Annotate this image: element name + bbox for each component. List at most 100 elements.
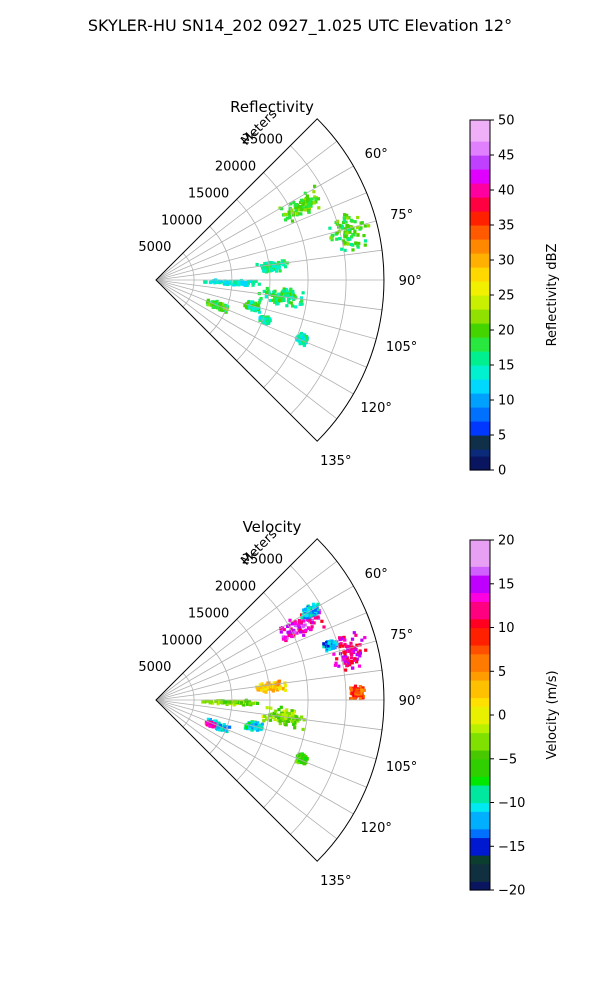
echo-gate	[354, 647, 358, 652]
figure-suptitle: SKYLER-HU SN14_202 0927_1.025 UTC Elevat…	[87, 16, 513, 35]
echo-gate	[349, 648, 353, 652]
reflectivity-panel: Reflectivity500010000150002000025000Mete…	[138, 98, 421, 469]
colorbar-swatch	[470, 218, 490, 226]
echo-gate	[338, 237, 342, 241]
echo-gate	[273, 296, 277, 300]
echo-gate	[367, 224, 371, 228]
echo-gate	[312, 201, 316, 205]
echo-gate	[242, 283, 246, 287]
echo-gate	[293, 726, 297, 730]
echo-gate	[310, 625, 314, 629]
echo-gate	[278, 298, 282, 303]
echo-cell	[257, 286, 305, 309]
echo-gate	[246, 281, 250, 285]
echo-gate	[345, 231, 349, 235]
echo-gate	[304, 335, 309, 339]
radial-tick-label: 15000	[188, 186, 229, 201]
echo-gate	[355, 657, 359, 661]
echo-gate	[263, 714, 267, 718]
echo-gate	[281, 686, 285, 690]
echo-gate	[270, 715, 274, 720]
angular-tick-label: 135°	[320, 454, 351, 469]
colorbar-swatch	[470, 548, 490, 559]
colorbar-tick-label: 5	[498, 665, 506, 680]
echo-gate	[260, 682, 264, 686]
colorbar-swatch	[470, 741, 490, 751]
colorbar-swatch	[470, 872, 490, 882]
echo-gate	[292, 722, 296, 726]
echo-gate	[302, 334, 307, 338]
echo-gate	[282, 298, 286, 302]
echo-gate	[251, 283, 255, 287]
colorbar-swatch	[470, 239, 490, 247]
colorbar-swatch	[470, 267, 490, 275]
echo-gate	[345, 213, 349, 217]
colorbar-tick-label: 15	[498, 359, 515, 374]
colorbar-swatch	[470, 288, 490, 296]
echo-gate	[287, 212, 291, 216]
echo-gate	[219, 700, 223, 704]
echo-gate	[252, 721, 256, 725]
echo-gate	[294, 760, 298, 764]
echo-gate	[355, 660, 359, 664]
echo-gate	[353, 684, 358, 688]
colorbar-swatch	[470, 662, 490, 672]
colorbar-swatch	[470, 232, 490, 240]
echo-gate	[356, 225, 360, 230]
echo-gate	[273, 686, 277, 690]
echo-gate	[302, 208, 306, 212]
colorbar-swatch	[470, 645, 490, 655]
colorbar-swatch	[470, 688, 490, 699]
echo-gate	[316, 615, 320, 619]
echo-gate	[350, 645, 354, 649]
echo-gate	[312, 190, 316, 194]
colorbar-swatch	[470, 811, 490, 821]
echo-gate	[276, 688, 280, 692]
echo-gate	[299, 334, 303, 338]
echo-gate	[288, 292, 292, 296]
echo-gate	[287, 210, 291, 214]
echo-gate	[205, 699, 209, 703]
colorbar-tick-label: −15	[498, 840, 525, 855]
echo-gate	[218, 279, 222, 283]
colorbar-tick-label: 45	[498, 149, 515, 164]
echo-gate	[349, 660, 354, 664]
echo-gate	[307, 210, 311, 214]
angular-tick-label: 120°	[361, 401, 392, 416]
echo-gate	[272, 293, 276, 297]
echo-gate	[253, 306, 257, 310]
sector-outline	[155, 118, 385, 442]
echo-gate	[279, 714, 283, 718]
colorbar-swatch	[470, 715, 490, 725]
echo-gate	[343, 235, 347, 239]
echo-gate	[225, 702, 229, 706]
echo-gate	[290, 622, 294, 626]
echo-gate	[287, 717, 291, 721]
colorbar-swatch	[470, 820, 490, 830]
echo-gate	[291, 716, 295, 720]
echo-gate	[339, 642, 343, 646]
echo-gate	[347, 227, 351, 232]
colorbar-label: Reflectivity dBZ	[545, 244, 560, 347]
echo-gate	[358, 649, 362, 653]
echo-gate	[359, 221, 363, 225]
sector-outline	[155, 538, 385, 862]
echo-gate	[294, 207, 298, 211]
echo-gate	[276, 302, 280, 306]
echo-gate	[299, 620, 303, 624]
echo-gate	[348, 237, 352, 241]
echo-gate	[274, 269, 279, 273]
azimuth-gridline	[155, 585, 354, 701]
echo-gate	[349, 656, 353, 660]
echo-gate	[289, 714, 293, 718]
colorbar-tick-label: 30	[498, 254, 515, 269]
echo-gate	[288, 618, 292, 622]
echo-gate	[211, 723, 215, 727]
echo-gate	[218, 723, 222, 727]
echo-gate	[309, 201, 313, 205]
echo-gate	[338, 223, 342, 228]
echo-gate	[216, 306, 221, 310]
echo-gate	[292, 297, 296, 301]
echo-gate	[301, 336, 305, 340]
echo-gate	[345, 216, 349, 220]
